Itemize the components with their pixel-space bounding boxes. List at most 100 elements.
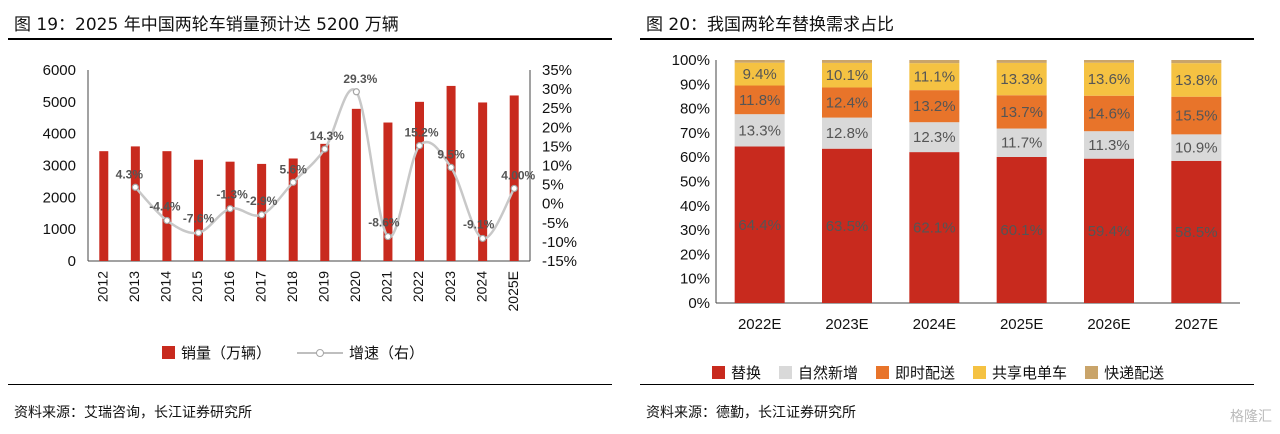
- right-legend: 替换 自然新增 即时配送 共享电单车 快递配送: [712, 362, 1182, 383]
- y2-tick-label: 25%: [542, 100, 572, 117]
- growth-point: [321, 145, 329, 153]
- y2-tick-label: -5%: [542, 215, 569, 232]
- y-tick-label: 5000: [43, 94, 76, 111]
- growth-point: [131, 183, 139, 191]
- right-title-rule: [640, 38, 1254, 40]
- y2-tick-label: 15%: [542, 138, 572, 155]
- legend-label: 即时配送: [895, 364, 956, 382]
- watermark-logo: 格隆汇: [1230, 406, 1272, 426]
- x-tick-label: 2023: [442, 271, 458, 302]
- stacked-segment: [1084, 60, 1134, 63]
- growth-point: [479, 234, 487, 243]
- y2-tick-label: 0%: [542, 196, 564, 213]
- segment-data-label: 13.3%: [1000, 71, 1043, 88]
- stacked-segment: [1171, 134, 1222, 161]
- y-tick-label: 6000: [43, 62, 76, 79]
- stacked-segment: [1084, 131, 1134, 159]
- left-source-rule: [8, 384, 612, 385]
- legend-item: 替换: [712, 362, 761, 383]
- x-tick-label: 2015: [189, 271, 205, 302]
- y-tick-label: 4000: [43, 126, 76, 143]
- right-figure: 图 20：我国两轮车替换需求占比 0% 10% 20% 30% 40% 50% 60% 70%…: [640, 0, 1280, 434]
- x-tick-label: 2021: [379, 271, 395, 302]
- segment-data-label: 12.3%: [913, 129, 956, 146]
- stacked-segment: [1084, 158, 1134, 303]
- growth-data-label: 4.00%: [501, 168, 535, 182]
- y2-tick-label: 5%: [542, 177, 564, 194]
- stacked-segment: [909, 60, 960, 64]
- segment-data-label: 11.7%: [1001, 135, 1042, 152]
- stacked-segment: [734, 146, 785, 303]
- stacked-segment: [996, 62, 1047, 96]
- x-tick-label: 2023E: [825, 316, 868, 333]
- stacked-segment: [822, 117, 872, 149]
- sales-bar: [99, 151, 109, 261]
- sales-bar: [446, 85, 456, 261]
- legend-label-sales: 销量（万辆）: [181, 344, 272, 362]
- legend-label: 共享电单车: [992, 364, 1068, 382]
- y2-tick-label: -10%: [542, 234, 577, 251]
- growth-point: [258, 211, 266, 219]
- y-tick-label: 80%: [680, 101, 710, 118]
- stacked-segment: [822, 148, 872, 303]
- growth-point: [163, 216, 171, 225]
- y2-tick-label: 35%: [542, 62, 572, 79]
- segment-data-label: 62.1%: [913, 220, 956, 237]
- legend-item: 自然新增: [779, 362, 858, 383]
- left-figure: 图 19：2025 年中国两轮车销量预计达 5200 万辆 0 1000 2000 3…: [0, 0, 620, 434]
- y2-tick-label: -15%: [542, 253, 577, 270]
- segment-data-label: 11.8%: [739, 92, 780, 109]
- segment-data-label: 60.1%: [1000, 222, 1043, 239]
- sales-bar: [509, 95, 519, 261]
- stacked-segment: [909, 90, 960, 123]
- stacked-segment: [909, 63, 960, 91]
- stacked-segment: [1171, 63, 1222, 97]
- segment-data-label: 64.4%: [738, 217, 781, 234]
- x-tick-label: 2024: [473, 271, 489, 302]
- growth-data-label: 15.2%: [404, 126, 438, 140]
- left-source: 资料来源：艾瑞咨询，长江证券研究所: [14, 405, 252, 421]
- growth-point: [447, 163, 455, 172]
- y-tick-label: 2000: [43, 189, 76, 206]
- sales-bar: [162, 151, 172, 261]
- legend-label: 自然新增: [798, 364, 859, 382]
- segment-data-label: 13.6%: [1088, 71, 1131, 88]
- x-tick-label: 2027E: [1175, 316, 1218, 333]
- growth-data-label: -2.9%: [246, 194, 278, 208]
- segment-data-label: 13.2%: [913, 98, 956, 115]
- segment-data-label: 63.5%: [826, 218, 869, 235]
- segment-data-label: 13.3%: [738, 122, 781, 139]
- growth-data-label: -8.6%: [368, 216, 400, 230]
- x-tick-label: 2012: [94, 271, 110, 302]
- stacked-segment: [996, 128, 1047, 157]
- stacked-segment: [1084, 95, 1134, 132]
- stacked-segment: [822, 87, 872, 118]
- growth-point: [415, 142, 424, 150]
- sales-growth-chart: 0 1000 2000 3000 4000 5000 6000 35% 30% 25% 20% 15%…: [43, 62, 577, 311]
- y2-tick-label: 20%: [542, 119, 572, 136]
- y-tick-label: 3000: [43, 158, 76, 175]
- growth-data-label: 14.3%: [310, 129, 344, 143]
- segment-data-label: 13.8%: [1175, 72, 1218, 89]
- segment-data-label: 59.4%: [1088, 223, 1131, 240]
- stacked-segment: [909, 152, 960, 303]
- legend-swatch: [973, 366, 987, 379]
- stacked-segment: [996, 60, 1047, 63]
- segment-data-label: 15.5%: [1175, 108, 1218, 125]
- legend-item-sales: 销量（万辆）: [162, 342, 271, 363]
- right-source: 资料来源：德勤，长江证券研究所: [646, 405, 856, 421]
- growth-data-label: 5.6%: [280, 162, 308, 176]
- stacked-segment: [734, 114, 785, 147]
- y-tick-label: 0%: [688, 295, 710, 312]
- stacked-segment: [1171, 96, 1222, 135]
- y-tick-label: 90%: [680, 76, 710, 93]
- y-tick-label: 60%: [680, 149, 710, 166]
- left-figure-title: 图 19：2025 年中国两轮车销量预计达 5200 万辆: [14, 15, 399, 35]
- sales-bar: [383, 122, 393, 262]
- growth-data-label: 4.3%: [116, 167, 144, 181]
- sales-bar: [351, 108, 361, 261]
- sales-bar: [320, 143, 330, 261]
- x-tick-label: 2018: [284, 271, 300, 302]
- segment-data-label: 14.6%: [1088, 105, 1131, 122]
- y-tick-label: 50%: [680, 174, 710, 191]
